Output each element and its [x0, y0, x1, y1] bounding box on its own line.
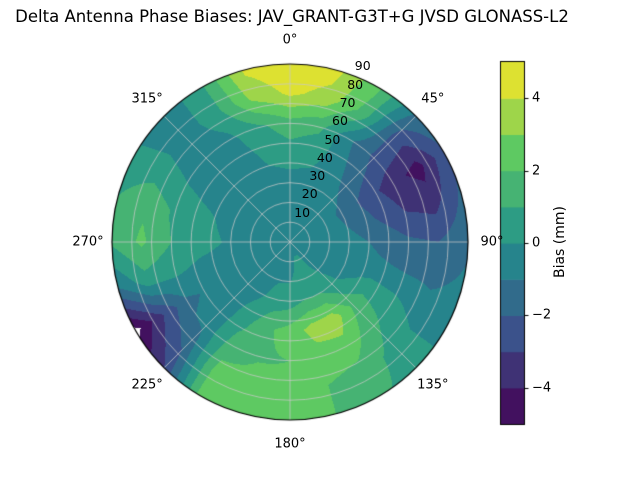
theta-tick-label-0: 0° — [282, 32, 298, 48]
radial-tick-label-50: 50 — [324, 131, 341, 147]
radial-tick-label-60: 60 — [332, 113, 348, 129]
radial-tick-label-90: 90 — [354, 58, 371, 74]
radial-tick-label-80: 80 — [347, 76, 364, 92]
radial-tick-label-70: 70 — [339, 94, 356, 110]
colorbar-tick-label--2: −2 — [532, 307, 552, 323]
colorbar-tick-label-0: 0 — [532, 235, 541, 251]
theta-tick-label-45: 45° — [421, 91, 445, 107]
theta-tick-label-90: 90° — [480, 234, 504, 250]
radial-tick-label-40: 40 — [316, 149, 333, 165]
chart-title: Delta Antenna Phase Biases: JAV_GRANT-G3… — [15, 7, 569, 26]
radial-tick-label-20: 20 — [301, 186, 318, 202]
radial-tick-label-10: 10 — [294, 204, 311, 220]
theta-tick-label-225: 225° — [131, 377, 163, 393]
theta-tick-label-270: 270° — [72, 234, 104, 250]
radial-tick-label-30: 30 — [309, 167, 326, 183]
colorbar-tick-label-2: 2 — [532, 163, 541, 179]
colorbar-tick-label-4: 4 — [532, 90, 541, 106]
theta-tick-label-180: 180° — [274, 436, 306, 452]
theta-tick-label-135: 135° — [417, 377, 449, 393]
theta-tick-label-315: 315° — [131, 91, 163, 107]
colorbar-tick-label--4: −4 — [532, 380, 552, 396]
colorbar-axis-label: Bias (mm) — [552, 205, 568, 279]
